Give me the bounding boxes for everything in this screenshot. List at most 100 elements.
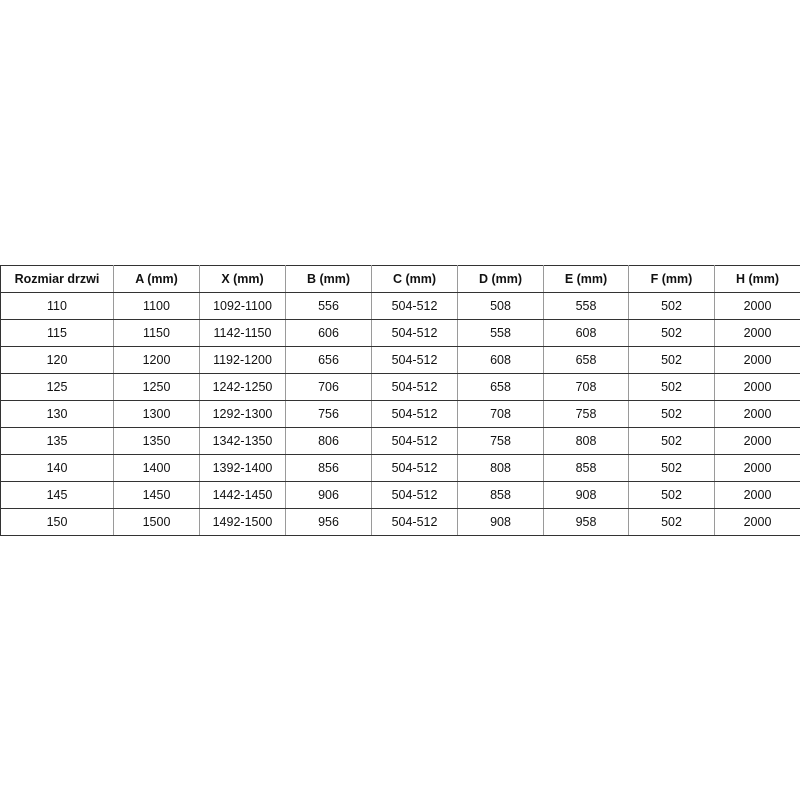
table-cell: 1242-1250	[199, 373, 286, 401]
table-cell: 110	[0, 292, 114, 320]
table-cell: 1392-1400	[199, 454, 286, 482]
table-cell: 808	[457, 454, 544, 482]
table-cell: 1300	[113, 400, 200, 428]
table-row: 120 1200 1192-1200 656 504-512 608 658 502 2000	[0, 346, 800, 374]
header-row: Rozmiar drzwi A (mm) X (mm) B (mm) C (mm) D (…	[0, 265, 800, 293]
table-cell: 908	[543, 481, 629, 509]
table-cell: 140	[0, 454, 114, 482]
table-cell: 145	[0, 481, 114, 509]
column-header: H (mm)	[714, 265, 800, 293]
table-cell: 956	[285, 508, 372, 536]
table-cell: 558	[457, 319, 544, 347]
table-cell: 125	[0, 373, 114, 401]
table-cell: 2000	[714, 454, 800, 482]
table-cell: 504-512	[371, 346, 458, 374]
table-cell: 1250	[113, 373, 200, 401]
table-cell: 504-512	[371, 319, 458, 347]
table-cell: 1142-1150	[199, 319, 286, 347]
table-cell: 502	[628, 454, 715, 482]
table-cell: 908	[457, 508, 544, 536]
table-cell: 502	[628, 319, 715, 347]
table-cell: 708	[543, 373, 629, 401]
table-cell: 556	[285, 292, 372, 320]
table-cell: 1092-1100	[199, 292, 286, 320]
table-cell: 1492-1500	[199, 508, 286, 536]
table-cell: 858	[457, 481, 544, 509]
table-cell: 858	[543, 454, 629, 482]
table-cell: 958	[543, 508, 629, 536]
table-cell: 150	[0, 508, 114, 536]
table-cell: 1292-1300	[199, 400, 286, 428]
table-row: 115 1150 1142-1150 606 504-512 558 608 502 2000	[0, 319, 800, 347]
table-cell: 1100	[113, 292, 200, 320]
table-row: 135 1350 1342-1350 806 504-512 758 808 502 2000	[0, 427, 800, 455]
table-cell: 706	[285, 373, 372, 401]
table-cell: 1150	[113, 319, 200, 347]
table-cell: 1350	[113, 427, 200, 455]
column-header: Rozmiar drzwi	[0, 265, 114, 293]
table-cell: 508	[457, 292, 544, 320]
table-cell: 504-512	[371, 508, 458, 536]
table-cell: 756	[285, 400, 372, 428]
column-header: C (mm)	[371, 265, 458, 293]
table-row: 130 1300 1292-1300 756 504-512 708 758 502 2000	[0, 400, 800, 428]
table-cell: 2000	[714, 346, 800, 374]
table-cell: 2000	[714, 508, 800, 536]
table-cell: 1342-1350	[199, 427, 286, 455]
table-cell: 2000	[714, 427, 800, 455]
table-row: 145 1450 1442-1450 906 504-512 858 908 502 2000	[0, 481, 800, 509]
table-row: 150 1500 1492-1500 956 504-512 908 958 502 2000	[0, 508, 800, 536]
table-cell: 120	[0, 346, 114, 374]
table-cell: 808	[543, 427, 629, 455]
table-cell: 758	[543, 400, 629, 428]
table-cell: 1442-1450	[199, 481, 286, 509]
table-cell: 558	[543, 292, 629, 320]
table-cell: 658	[543, 346, 629, 374]
table-cell: 1200	[113, 346, 200, 374]
table-row: 140 1400 1392-1400 856 504-512 808 858 502 2000	[0, 454, 800, 482]
table-cell: 504-512	[371, 427, 458, 455]
table-cell: 135	[0, 427, 114, 455]
table-cell: 856	[285, 454, 372, 482]
table-cell: 502	[628, 481, 715, 509]
table-cell: 504-512	[371, 481, 458, 509]
table-cell: 1192-1200	[199, 346, 286, 374]
table-row: 110 1100 1092-1100 556 504-512 508 558 502 2000	[0, 292, 800, 320]
table-cell: 502	[628, 373, 715, 401]
table-cell: 2000	[714, 481, 800, 509]
table-cell: 1450	[113, 481, 200, 509]
table-cell: 502	[628, 346, 715, 374]
table-cell: 115	[0, 319, 114, 347]
table-cell: 1500	[113, 508, 200, 536]
table-cell: 656	[285, 346, 372, 374]
column-header: A (mm)	[113, 265, 200, 293]
table-row: 125 1250 1242-1250 706 504-512 658 708 502 2000	[0, 373, 800, 401]
table-cell: 658	[457, 373, 544, 401]
table-cell: 606	[285, 319, 372, 347]
table-cell: 130	[0, 400, 114, 428]
table-cell: 502	[628, 400, 715, 428]
table-cell: 504-512	[371, 292, 458, 320]
column-header: D (mm)	[457, 265, 544, 293]
table-cell: 2000	[714, 373, 800, 401]
dimensions-table: Rozmiar drzwi A (mm) X (mm) B (mm) C (mm) D (…	[0, 265, 800, 536]
table-cell: 2000	[714, 292, 800, 320]
table-cell: 608	[457, 346, 544, 374]
table-cell: 906	[285, 481, 372, 509]
table-cell: 2000	[714, 319, 800, 347]
table-cell: 608	[543, 319, 629, 347]
table-cell: 1400	[113, 454, 200, 482]
table-cell: 504-512	[371, 400, 458, 428]
table-cell: 502	[628, 427, 715, 455]
table-cell: 504-512	[371, 454, 458, 482]
column-header: F (mm)	[628, 265, 715, 293]
column-header: X (mm)	[199, 265, 286, 293]
table-cell: 758	[457, 427, 544, 455]
table-cell: 708	[457, 400, 544, 428]
table-cell: 806	[285, 427, 372, 455]
column-header: E (mm)	[543, 265, 629, 293]
table-cell: 502	[628, 292, 715, 320]
table-cell: 2000	[714, 400, 800, 428]
column-header: B (mm)	[285, 265, 372, 293]
table-cell: 504-512	[371, 373, 458, 401]
